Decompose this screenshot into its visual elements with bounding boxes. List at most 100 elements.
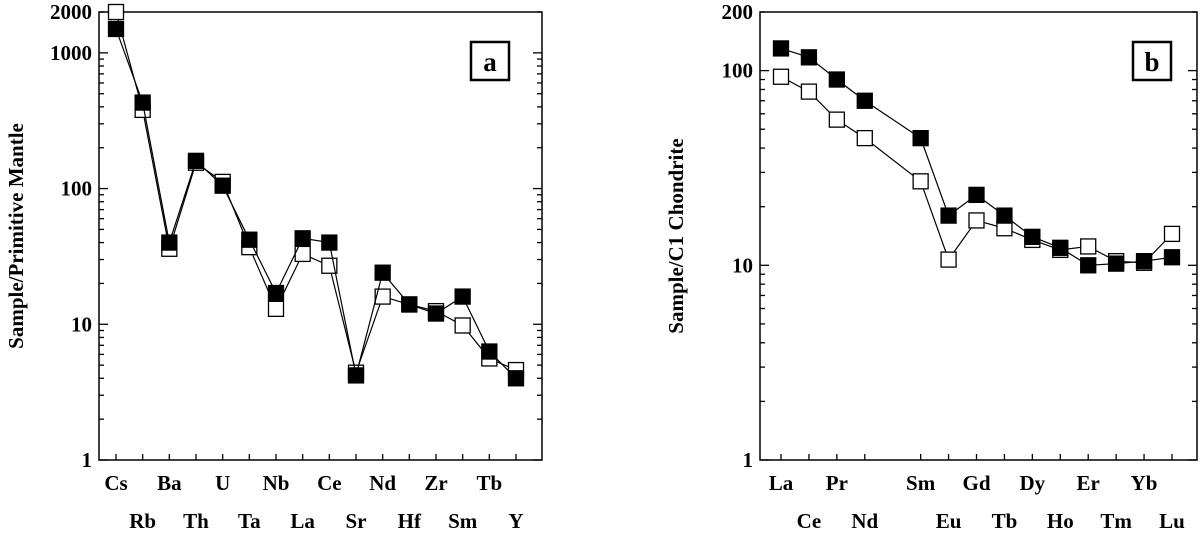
data-point-filled [374, 264, 391, 281]
data-point-filled [1052, 239, 1069, 256]
x-tick-label: Tb [476, 471, 502, 495]
x-tick-label: Yb [1131, 471, 1158, 495]
x-tick-label: La [290, 509, 315, 533]
x-tick-label: Ce [797, 509, 822, 533]
data-point-filled [1080, 257, 1097, 274]
series-line [115, 11, 517, 375]
y-tick-label: 100 [722, 59, 754, 83]
data-point-filled [800, 49, 818, 66]
y-axis-label-b: Sample/C1 Chondrite [664, 138, 688, 333]
data-point-open [800, 83, 818, 100]
data-point-open [267, 300, 285, 317]
data-point-open [1080, 238, 1097, 255]
x-tick-label: Nb [263, 471, 290, 495]
data-point-filled [996, 207, 1013, 224]
data-point-filled [161, 234, 178, 251]
x-tick-label: Cs [104, 471, 127, 495]
y-tick-label: 10 [732, 253, 753, 277]
data-point-filled [856, 92, 873, 109]
x-tick-label: Rb [129, 509, 156, 533]
data-point-open [856, 129, 873, 147]
panel-label-a: a [483, 47, 497, 77]
panel-label-box-a [469, 40, 511, 82]
y-tick-label: 100 [61, 177, 93, 201]
data-point-filled [912, 129, 929, 147]
data-point-open [107, 3, 125, 21]
plot-frame-b [759, 11, 1198, 461]
data-point-filled [401, 296, 418, 313]
data-point-filled [321, 234, 338, 251]
x-tick-label: Sm [448, 509, 478, 533]
y-tick-label: 200 [722, 0, 754, 24]
panel-b: Sample/C1 Chondrite b 1 10 100 200 LaCePrNd… [664, 0, 1198, 533]
data-point-open [1163, 225, 1181, 243]
y-tick-label: 1 [82, 448, 93, 472]
data-point-open [940, 251, 957, 268]
data-point-open [374, 288, 391, 305]
x-tick-label: Dy [1020, 471, 1046, 495]
x-tick-label: Eu [936, 509, 962, 533]
series-b [772, 40, 1181, 274]
x-tick-label: Nd [369, 471, 396, 495]
data-point-filled [107, 20, 125, 38]
x-tick-label: Ho [1047, 509, 1074, 533]
y-ticks-a: 1 10 100 1000 2000 [50, 0, 542, 472]
x-tick-label: Pr [826, 471, 848, 495]
data-point-filled [347, 367, 365, 384]
data-point-filled [134, 94, 151, 111]
y-axis-label-a: Sample/Primitive Mantle [4, 123, 28, 349]
x-tick-label: Er [1077, 471, 1100, 495]
data-point-filled [294, 230, 311, 247]
y-tick-label: 1000 [50, 41, 92, 65]
data-point-open [772, 68, 790, 85]
x-tick-label: Tb [992, 509, 1018, 533]
data-point-filled [427, 305, 445, 322]
panel-label-box-b [1131, 40, 1173, 82]
x-tick-label: Nd [851, 509, 878, 533]
data-point-open [968, 212, 985, 229]
y-tick-label: 1 [743, 448, 754, 472]
x-tick-label: U [215, 471, 230, 495]
data-point-open [828, 111, 846, 128]
panel-label-b: b [1144, 47, 1159, 77]
data-point-filled [968, 186, 985, 204]
data-point-open [912, 173, 929, 190]
series-line [115, 28, 517, 379]
x-tick-label: Gd [962, 471, 990, 495]
data-point-filled [772, 40, 790, 57]
plot-frame-a [98, 11, 543, 461]
panel-a: Sample/Primitive Mantle a 1 10 100 1000 2000… [4, 0, 543, 533]
data-point-filled [507, 370, 525, 387]
x-tick-label: Lu [1159, 509, 1185, 533]
x-tick-label: Y [508, 509, 523, 533]
data-point-filled [187, 152, 205, 170]
y-tick-label: 10 [71, 312, 92, 336]
x-tick-label: Sr [346, 509, 367, 533]
y-ticks-b: 1 10 100 200 [722, 0, 1197, 472]
x-tick-label: Ta [238, 509, 261, 533]
x-tick-label: Th [183, 509, 209, 533]
data-point-filled [214, 177, 231, 194]
data-point-open [454, 317, 471, 334]
x-tick-label: Hf [398, 509, 422, 533]
data-point-filled [940, 207, 957, 224]
series-line [780, 76, 1173, 264]
y-tick-label: 2000 [50, 0, 92, 24]
x-tick-label: Tm [1100, 509, 1132, 533]
data-point-filled [828, 71, 846, 88]
x-tick-label: Ce [317, 471, 342, 495]
x-tick-label: Ba [157, 471, 182, 495]
data-point-filled [241, 231, 258, 248]
data-point-filled [1163, 249, 1181, 266]
series-a [107, 3, 525, 387]
data-point-filled [1135, 253, 1153, 270]
data-point-filled [481, 343, 498, 360]
data-point-filled [454, 288, 471, 305]
x-tick-label: Sm [906, 471, 936, 495]
x-tick-label: Zr [424, 471, 447, 495]
x-tick-label: La [769, 471, 794, 495]
data-point-filled [267, 284, 285, 302]
